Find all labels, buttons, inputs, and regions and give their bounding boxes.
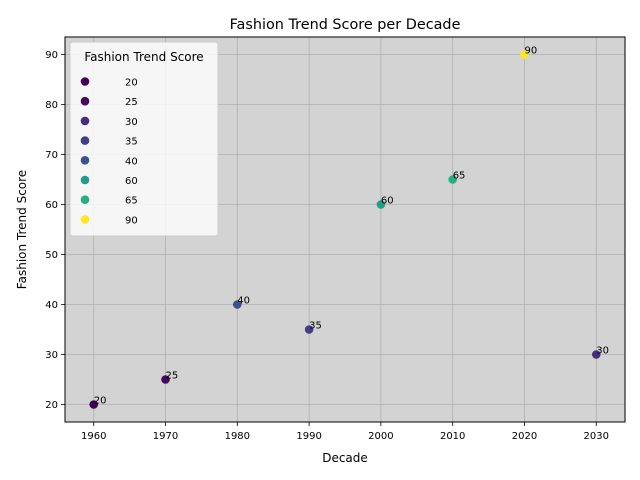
y-tick-label: 70: [45, 150, 58, 161]
legend-marker: [80, 77, 90, 86]
y-tick-label: 30: [45, 350, 58, 361]
y-axis-label: Fashion Trend Score: [15, 170, 29, 289]
x-tick-label: 1980: [225, 431, 250, 442]
legend-marker: [80, 175, 90, 185]
legend-label: 40: [125, 156, 138, 167]
x-tick-label: 1970: [153, 431, 178, 442]
scatter-point: [304, 325, 314, 334]
scatter-point: [448, 175, 457, 184]
point-label: 30: [596, 346, 609, 357]
x-tick-label: 1960: [81, 431, 106, 442]
scatter-points: [89, 50, 601, 409]
legend-label: 60: [125, 176, 138, 187]
y-tick-label: 20: [45, 400, 58, 411]
legend-label: 20: [125, 78, 138, 89]
legend-label: 90: [125, 215, 138, 226]
y-axis-ticks: 20 30 40 50 60 70 80 90: [45, 50, 65, 411]
legend-entries: 20 25 30 35 40 60 65 90: [80, 77, 138, 226]
scatter-point: [89, 400, 99, 409]
y-tick-label: 50: [45, 250, 58, 261]
point-label: 25: [166, 371, 179, 382]
point-labels: 20 25 40 35 60 65 90 30: [94, 46, 609, 407]
legend-label: 65: [125, 196, 138, 207]
y-tick-label: 90: [45, 50, 58, 61]
y-tick-label: 80: [45, 100, 58, 111]
x-tick-label: 2030: [584, 431, 609, 442]
point-label: 20: [94, 396, 107, 407]
x-tick-label: 2010: [440, 431, 465, 442]
legend-title: Fashion Trend Score: [84, 50, 203, 64]
legend-label: 35: [125, 137, 138, 148]
x-axis-label: Decade: [322, 451, 368, 465]
scatter-point: [376, 200, 386, 209]
scatter-point: [161, 375, 170, 384]
point-label: 60: [381, 196, 394, 207]
x-tick-label: 1990: [296, 431, 321, 442]
legend-marker: [80, 96, 90, 106]
x-axis-ticks: 1960 1970 1980 1990 2000 2010 2020 2030: [81, 422, 609, 442]
legend-box: [69, 41, 219, 237]
legend-label: 30: [125, 117, 138, 128]
plot-frame: [64, 36, 626, 423]
grid-lines: [65, 37, 625, 422]
legend-marker: [80, 116, 90, 126]
legend-label: 25: [125, 97, 138, 108]
chart-title: Fashion Trend Score per Decade: [230, 17, 461, 33]
scatter-point: [520, 50, 529, 59]
legend-marker: [80, 136, 90, 145]
point-label: 40: [237, 296, 250, 307]
x-tick-label: 2000: [368, 431, 393, 442]
scatter-point: [233, 300, 242, 309]
legend-marker: [80, 156, 90, 165]
scatter-point: [591, 350, 601, 359]
legend-marker: [80, 215, 90, 224]
legend-marker: [80, 195, 90, 204]
y-tick-label: 40: [45, 300, 58, 311]
legend: Fashion Trend Score 20 25 30 35 40 60 65 90: [69, 41, 219, 237]
point-label: 65: [453, 171, 466, 182]
point-label: 90: [524, 46, 537, 57]
point-label: 35: [309, 321, 322, 332]
x-tick-label: 2020: [512, 431, 537, 442]
y-tick-label: 60: [45, 200, 58, 211]
